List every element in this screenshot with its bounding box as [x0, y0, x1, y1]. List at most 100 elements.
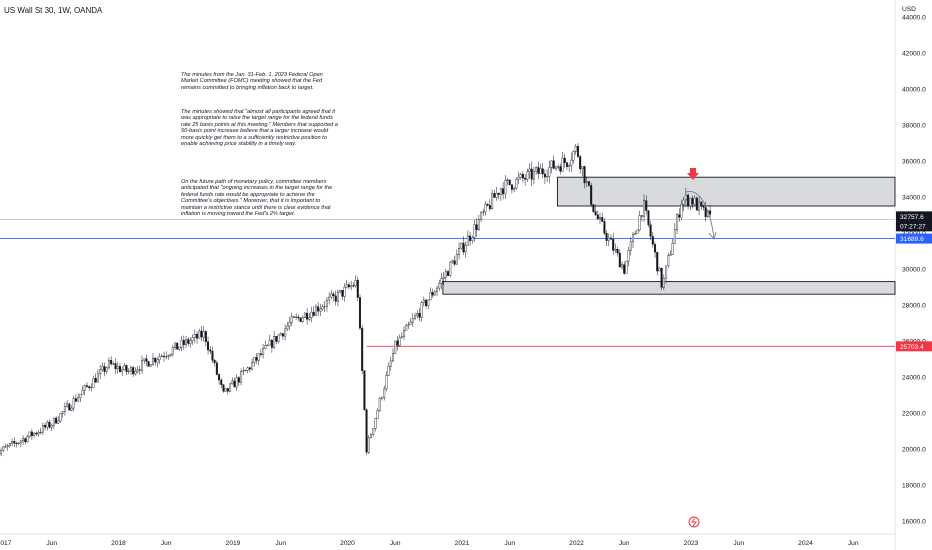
price-tick-label: 20000.0 — [902, 446, 926, 453]
candle-body — [422, 299, 425, 303]
candle-body — [328, 296, 331, 301]
candle-body — [592, 204, 595, 212]
candle-body — [539, 168, 542, 174]
candle-body — [17, 442, 20, 444]
candle-body — [85, 385, 88, 387]
candle-body — [680, 203, 683, 218]
candle-body — [640, 215, 643, 217]
candle-body — [491, 193, 494, 209]
candle-body — [438, 283, 441, 289]
candle-body — [151, 357, 154, 365]
down-arrow-icon — [687, 168, 699, 180]
candle-body — [332, 293, 335, 297]
candle-body — [632, 234, 635, 242]
candle-body — [530, 168, 533, 180]
time-axis[interactable]: 2017 Jun 2018 Jun 2019 Jun 2020 Jun 2021 Jun 2022 J… — [0, 540, 859, 547]
time-tick-label: Jun — [46, 540, 57, 547]
candle-body — [319, 308, 322, 312]
candle-body — [2, 446, 5, 451]
price-axis[interactable]: 44000.0 42000.0 40000.0 38000.0 36000.0 34000… — [902, 14, 926, 525]
candle-body — [618, 252, 621, 268]
candle-body — [281, 333, 284, 337]
candle-body — [676, 214, 679, 230]
candle-body — [231, 380, 234, 385]
candle-body — [458, 248, 461, 255]
candle-body — [314, 306, 317, 316]
candle-body — [94, 377, 97, 383]
candle-body — [396, 340, 399, 346]
candle-body — [420, 302, 423, 318]
flash-icon[interactable] — [688, 516, 700, 528]
candle-body — [284, 328, 287, 337]
candle-body — [204, 331, 207, 343]
candle-body — [240, 371, 243, 383]
candle-body — [643, 200, 646, 217]
candle-body — [596, 214, 599, 220]
candle-body — [224, 388, 227, 392]
candle-body — [182, 340, 185, 345]
time-tick-label: Jun — [733, 540, 744, 547]
candle-body — [623, 264, 626, 274]
candle-body — [77, 397, 80, 402]
candle-body — [425, 299, 428, 307]
candle-body — [700, 201, 703, 206]
candle-body — [251, 362, 254, 370]
candle-body — [392, 353, 395, 362]
candle-body — [317, 306, 320, 312]
candle-body — [515, 178, 518, 189]
candle-body — [594, 211, 597, 216]
candle-body — [323, 306, 326, 308]
candle-body — [587, 181, 590, 186]
candle-body — [92, 377, 95, 388]
candle-body — [145, 358, 148, 362]
candle-body — [0, 450, 3, 454]
candle-body — [583, 166, 586, 184]
candle-body — [198, 330, 201, 339]
candle-body — [665, 265, 668, 279]
chart-title: US Wall St 30, 1W, OANDA — [4, 6, 103, 15]
candle-body — [621, 264, 624, 268]
candle-body — [616, 249, 619, 254]
projection-arrow — [685, 191, 717, 240]
time-tick-label: Jun — [275, 540, 286, 547]
candle-body — [244, 370, 247, 372]
candle-body — [160, 355, 163, 358]
candle-body — [134, 370, 137, 375]
candle-body — [367, 437, 370, 453]
candle-body — [669, 254, 672, 256]
candle-body — [277, 334, 280, 342]
candle-body — [19, 440, 22, 444]
candle-body — [22, 438, 25, 442]
candle-body — [629, 241, 632, 251]
candle-body — [649, 224, 652, 237]
candle-body — [444, 271, 447, 278]
candle-body — [517, 177, 520, 180]
candle-body — [543, 173, 546, 178]
candle-body — [453, 260, 456, 265]
candle-body — [409, 321, 412, 325]
supply-demand-zone[interactable] — [442, 281, 896, 295]
candle-body — [590, 185, 593, 205]
candle-body — [563, 157, 566, 163]
candle-body — [200, 330, 203, 338]
candle-body — [532, 170, 535, 180]
candle-body — [627, 250, 630, 262]
candle-body — [163, 355, 166, 357]
candle-body — [684, 194, 687, 201]
candle-body — [180, 340, 183, 348]
candle-body — [605, 233, 608, 241]
candle-body — [96, 373, 99, 383]
candle-body — [233, 380, 236, 388]
supply-demand-zone[interactable] — [556, 176, 896, 207]
candle-body — [372, 428, 375, 435]
candle-body — [550, 160, 553, 168]
candle-body — [295, 316, 298, 318]
candle-body — [237, 377, 240, 383]
candle-body — [343, 286, 346, 297]
price-tick-label: 18000.0 — [902, 482, 926, 489]
candle-body — [455, 254, 458, 265]
candle-body — [374, 418, 377, 429]
candle-body — [6, 445, 9, 447]
candle-body — [464, 245, 467, 253]
